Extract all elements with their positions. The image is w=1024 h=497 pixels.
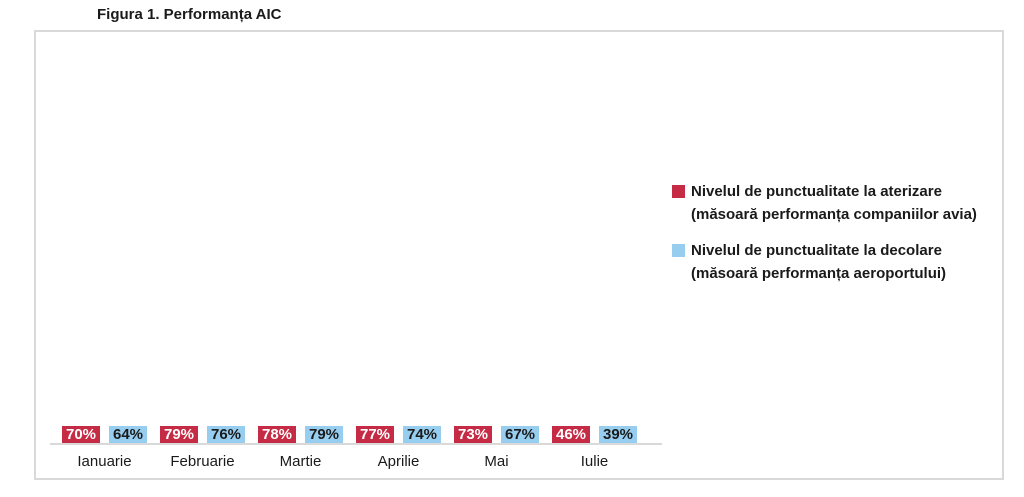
x-label-aprilie: Aprilie bbox=[377, 453, 420, 470]
bar-decolare-februarie: 76% bbox=[207, 426, 245, 443]
bar-value-label: 74% bbox=[406, 426, 438, 443]
legend-label: Nivelul de punctualitate la aterizare (m… bbox=[691, 183, 977, 223]
bar-value-label: 77% bbox=[359, 426, 391, 443]
legend: Nivelul de punctualitate la aterizare (m… bbox=[672, 180, 1004, 285]
bar-decolare-mai: 67% bbox=[501, 426, 539, 443]
bar-aterizare-martie: 78% bbox=[258, 426, 296, 443]
bar-value-label: 76% bbox=[210, 426, 242, 443]
bar-value-label: 46% bbox=[555, 426, 587, 443]
bar-aterizare-februarie: 79% bbox=[160, 426, 198, 443]
bar-value-label: 67% bbox=[504, 426, 536, 443]
bar-group-martie: 78% 79% bbox=[258, 426, 343, 443]
bar-decolare-ianuarie: 64% bbox=[109, 426, 147, 443]
bar-value-label: 70% bbox=[65, 426, 97, 443]
plot-area: 70% 64% 79% 76% 78% 79% 77% 74% 73% 67% 46% 39% bbox=[50, 32, 662, 445]
bar-value-label: 79% bbox=[308, 426, 340, 443]
legend-item-aterizare: Nivelul de punctualitate la aterizare (m… bbox=[672, 180, 1004, 226]
bar-decolare-martie: 79% bbox=[305, 426, 343, 443]
bar-value-label: 78% bbox=[261, 426, 293, 443]
legend-swatch-icon bbox=[672, 244, 685, 257]
legend-label: Nivelul de punctualitate la decolare (mă… bbox=[691, 242, 947, 282]
bar-value-label: 39% bbox=[602, 426, 634, 443]
chart-title: Figura 1. Performanța AIC bbox=[97, 6, 282, 23]
bar-aterizare-aprilie: 77% bbox=[356, 426, 394, 443]
bar-group-ianuarie: 70% 64% bbox=[62, 426, 147, 443]
bar-group-iulie: 46% 39% bbox=[552, 426, 637, 443]
x-axis-labels: Ianuarie Februarie Martie Aprilie Mai Iulie bbox=[50, 453, 662, 470]
bar-group-aprilie: 77% 74% bbox=[356, 426, 441, 443]
bar-group-februarie: 79% 76% bbox=[160, 426, 245, 443]
bar-value-label: 64% bbox=[112, 426, 144, 443]
x-label-iulie: Iulie bbox=[580, 453, 609, 470]
bar-aterizare-mai: 73% bbox=[454, 426, 492, 443]
bar-aterizare-iulie: 46% bbox=[552, 426, 590, 443]
x-label-mai: Mai bbox=[484, 453, 509, 470]
bar-decolare-iulie: 39% bbox=[599, 426, 637, 443]
bar-value-label: 73% bbox=[457, 426, 489, 443]
legend-swatch-icon bbox=[672, 185, 685, 198]
x-label-ianuarie: Ianuarie bbox=[77, 453, 132, 470]
bar-decolare-aprilie: 74% bbox=[403, 426, 441, 443]
legend-item-decolare: Nivelul de punctualitate la decolare (mă… bbox=[672, 239, 1004, 285]
bar-aterizare-ianuarie: 70% bbox=[62, 426, 100, 443]
bar-group-mai: 73% 67% bbox=[454, 426, 539, 443]
x-label-februarie: Februarie bbox=[170, 453, 235, 470]
chart-frame: 70% 64% 79% 76% 78% 79% 77% 74% 73% 67% 46% 39% Ian… bbox=[34, 30, 1004, 480]
bar-value-label: 79% bbox=[163, 426, 195, 443]
x-label-martie: Martie bbox=[279, 453, 322, 470]
